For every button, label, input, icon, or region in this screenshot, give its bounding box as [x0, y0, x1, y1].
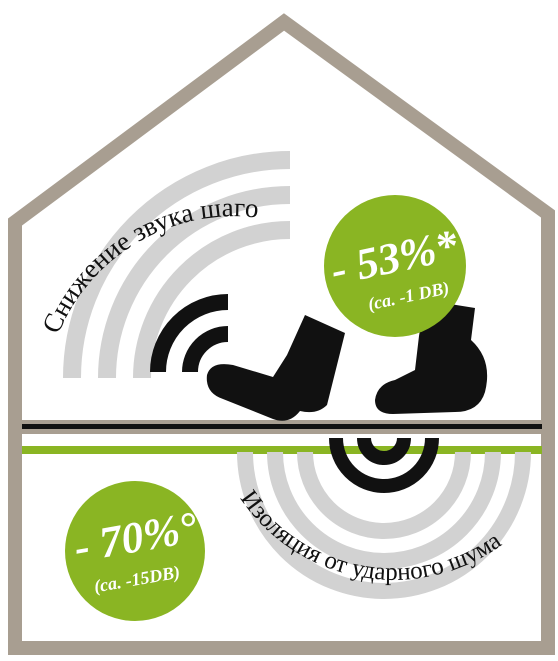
upper-badge-circle	[324, 195, 466, 337]
floor-line	[22, 424, 542, 429]
lower-sound-waves	[237, 451, 531, 599]
upper-badge: - 53%* (ca. -1 DB)	[324, 195, 466, 337]
sound-waves-icon	[150, 294, 229, 373]
floor	[22, 424, 542, 454]
lower-badge-circle	[65, 481, 205, 621]
impact-waves-icon	[329, 437, 439, 493]
upper-sound-waves	[63, 151, 291, 379]
underlay-line	[22, 446, 542, 454]
boot-icon	[375, 300, 488, 414]
boot-icon	[206, 315, 345, 421]
lower-badge: - 70%° (ca. -15DB)	[65, 481, 205, 621]
